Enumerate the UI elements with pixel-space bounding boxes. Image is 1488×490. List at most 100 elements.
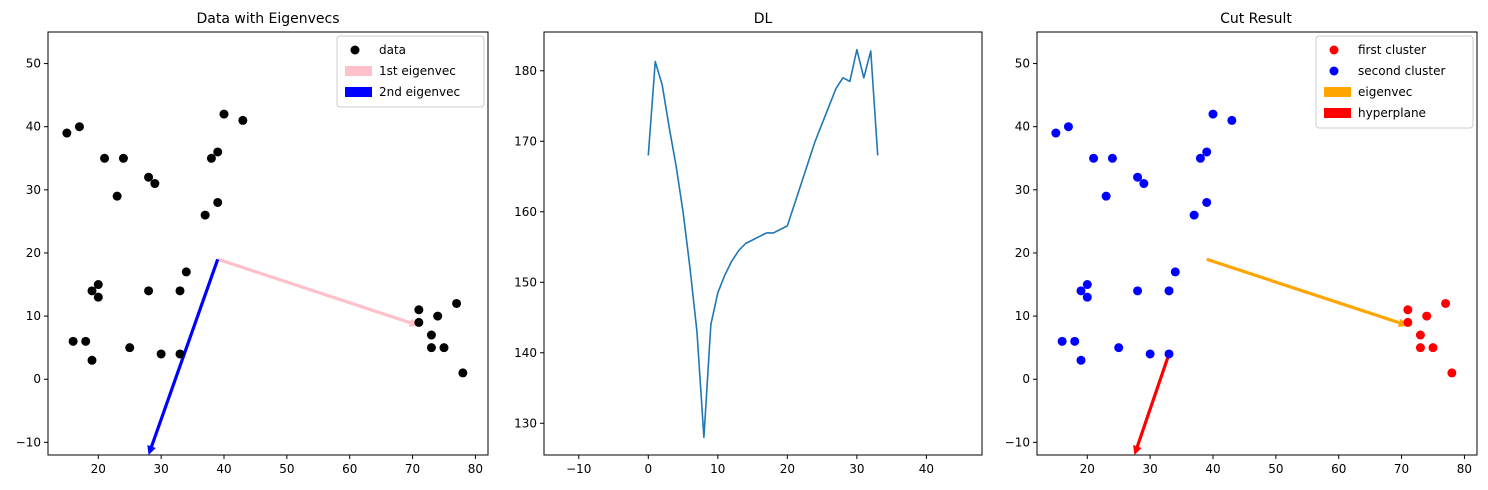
data-point	[1164, 349, 1174, 359]
data-point	[62, 128, 72, 138]
data-point	[433, 311, 443, 321]
data-point	[213, 147, 223, 157]
data-point	[1170, 267, 1180, 277]
data-point	[426, 343, 436, 353]
legend-label: data	[379, 43, 406, 57]
data-point	[118, 153, 128, 163]
legend-swatch	[1324, 108, 1351, 118]
legend-label: hyperplane	[1358, 106, 1426, 120]
data-point	[1133, 286, 1143, 296]
data-point	[1195, 153, 1205, 163]
x-tick-label: 70	[405, 462, 420, 476]
legend-label: first cluster	[1358, 43, 1426, 57]
y-tick-label: 20	[26, 246, 41, 260]
data-point	[156, 349, 166, 359]
legend-label: eigenvec	[1358, 85, 1412, 99]
data-point	[458, 368, 468, 378]
legend-swatch	[345, 87, 372, 97]
chart-title: DL	[754, 11, 773, 27]
data-point	[1051, 128, 1061, 138]
x-tick-label: 30	[154, 462, 169, 476]
x-tick-label: 80	[1457, 462, 1472, 476]
data-point	[1403, 317, 1413, 327]
y-tick-label: 40	[26, 120, 41, 134]
data-point	[200, 210, 210, 220]
data-point	[1447, 368, 1457, 378]
y-tick-label: 50	[26, 57, 41, 71]
legend-swatch	[1324, 87, 1351, 97]
x-tick-label: 20	[1080, 462, 1095, 476]
data-point	[68, 336, 78, 346]
data-point	[81, 336, 91, 346]
data-point	[1415, 330, 1425, 340]
y-tick-label: 0	[1022, 372, 1030, 386]
x-tick-label: 40	[919, 462, 934, 476]
x-tick-label: 30	[849, 462, 864, 476]
data-point	[1428, 343, 1438, 353]
data-point	[1133, 172, 1143, 182]
data-point	[150, 179, 160, 189]
x-tick-label: 50	[279, 462, 294, 476]
data-point	[1415, 343, 1425, 353]
data-point	[112, 191, 122, 201]
legend-marker	[350, 45, 360, 55]
data-point	[87, 355, 97, 365]
data-point	[93, 280, 103, 290]
data-point	[1227, 115, 1237, 125]
chart-eigenvecs: Data with Eigenvecs 20 30 40 50 60 70 80 −10 0 10…	[16, 11, 489, 476]
plot-frame	[1036, 31, 1478, 456]
legend-marker	[1329, 66, 1339, 76]
x-tick-label: 40	[216, 462, 231, 476]
x-tick-label: 0	[644, 462, 652, 476]
x-tick-label: 70	[1394, 462, 1409, 476]
1st-eigenvec-arrow	[217, 257, 419, 328]
x-tick-label: −10	[566, 462, 591, 476]
y-tick-label: 30	[1015, 183, 1030, 197]
legend-label: 2nd eigenvec	[379, 85, 460, 99]
data-point	[1076, 355, 1086, 365]
y-tick-label: 20	[1015, 246, 1030, 260]
data-point	[1145, 349, 1155, 359]
data-point	[238, 115, 248, 125]
data-point	[144, 286, 154, 296]
hyperplane-arrow	[1133, 353, 1171, 455]
y-tick-label: 180	[514, 64, 537, 78]
chart-title: Cut Result	[1220, 11, 1292, 27]
data-point	[175, 349, 185, 359]
data-point	[1403, 305, 1413, 315]
y-tick-label: 150	[514, 275, 537, 289]
data-point	[219, 109, 229, 119]
x-tick-label: 50	[1268, 462, 1283, 476]
y-tick-label: 30	[26, 183, 41, 197]
data-point	[1164, 286, 1174, 296]
x-tick-label: 40	[1205, 462, 1220, 476]
data-point	[74, 122, 84, 132]
y-tick-label: −10	[16, 435, 41, 449]
x-tick-label: 20	[91, 462, 106, 476]
data-point	[1057, 336, 1067, 346]
y-tick-label: 160	[514, 205, 537, 219]
data-point	[1082, 292, 1092, 302]
data-point	[125, 343, 135, 353]
data-point	[1139, 179, 1149, 189]
data-point	[93, 292, 103, 302]
legend-marker	[1329, 45, 1339, 55]
series-line	[647, 48, 879, 439]
data-point	[1076, 286, 1086, 296]
data-point	[1114, 343, 1124, 353]
data-point	[175, 286, 185, 296]
data-point	[1202, 147, 1212, 157]
y-tick-label: 0	[33, 372, 41, 386]
data-point	[206, 153, 216, 163]
data-point	[100, 153, 110, 163]
x-tick-label: 60	[1331, 462, 1346, 476]
legend-label: 1st eigenvec	[379, 64, 456, 78]
data-point	[414, 317, 424, 327]
data-point	[1082, 280, 1092, 290]
data-point	[1189, 210, 1199, 220]
plot-frame	[543, 31, 983, 456]
data-point	[1441, 298, 1451, 308]
eigenvec-arrow	[1206, 257, 1408, 328]
legend: data 1st eigenvec 2nd eigenvec	[336, 35, 485, 108]
data-point	[1063, 122, 1073, 132]
